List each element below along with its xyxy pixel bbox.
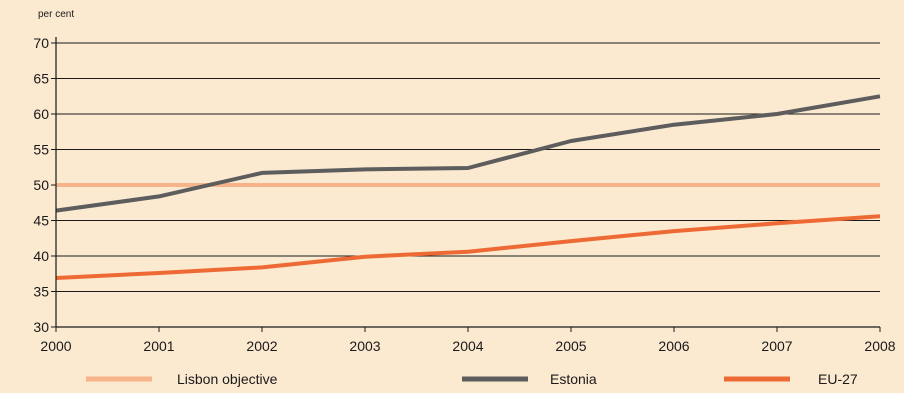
legend-label-lisbon-objective: Lisbon objective [177, 371, 278, 387]
y-tick-label: 30 [33, 319, 49, 335]
x-tick-label: 2004 [452, 338, 483, 354]
x-tick-label: 2008 [864, 338, 895, 354]
y-tick-label: 65 [33, 71, 49, 87]
y-tick-labels: 30 35 40 45 50 55 60 65 70 [33, 35, 49, 335]
gridlines [51, 42, 880, 328]
legend-label-eu-27: EU-27 [818, 371, 858, 387]
x-tick-labels: 2000 2001 2002 2003 2004 2005 2006 2007 2008 [40, 327, 896, 354]
x-tick-label: 2001 [143, 338, 174, 354]
y-tick-label: 55 [33, 142, 49, 158]
x-tick-label: 2005 [555, 338, 586, 354]
x-tick-label: 2007 [761, 338, 792, 354]
series-line-estonia [55, 94, 881, 213]
x-tick-label: 2002 [246, 338, 277, 354]
legend-item-eu-27: EU-27 [724, 371, 858, 387]
axes [55, 37, 880, 328]
series-lines [55, 94, 881, 280]
y-tick-label: 35 [33, 284, 49, 300]
legend-label-estonia: Estonia [550, 371, 597, 387]
y-tick-label: 45 [33, 213, 49, 229]
legend-item-lisbon-objective: Lisbon objective [86, 371, 278, 387]
x-tick-label: 2003 [349, 338, 380, 354]
legend-item-estonia: Estonia [462, 371, 597, 387]
x-tick-label: 2006 [658, 338, 689, 354]
y-axis-label: per cent [38, 9, 74, 20]
series-line-eu-27 [55, 214, 881, 280]
legend: Lisbon objective Estonia EU-27 [86, 371, 858, 387]
x-tick-label: 2000 [40, 338, 71, 354]
y-tick-label: 50 [33, 177, 49, 193]
y-tick-label: 40 [33, 248, 49, 264]
y-tick-label: 60 [33, 106, 49, 122]
y-tick-label: 70 [33, 35, 49, 51]
